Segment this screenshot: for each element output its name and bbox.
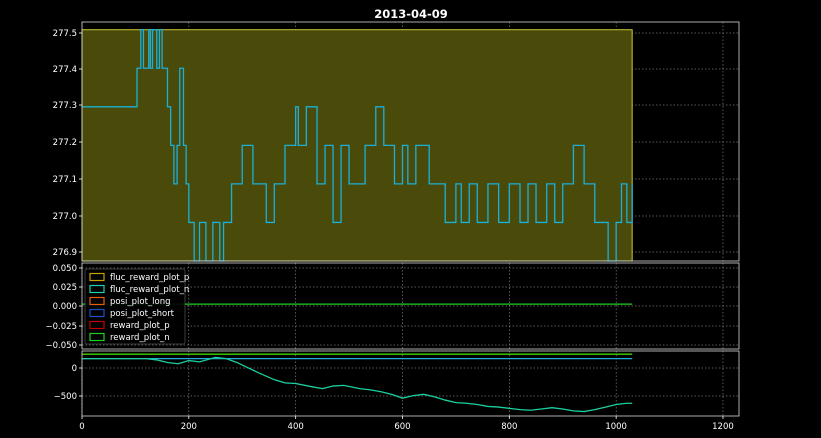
x-tick-label: 0 [79,422,84,432]
y-tick-label: 0 [72,364,77,374]
legend-label: reward_plot_n [110,333,170,343]
panel-1: 0.050 0.025 0.000 −0.025 −0.050 fluc_reward_p… [46,262,740,351]
x-tick-label: 200 [181,422,197,432]
y-tick-label: 277.3 [53,101,77,111]
y-tick-label: −0.025 [46,322,77,332]
panels: 277.5 277.4 277.3 277.2 277.1 277.0 276.9 0.050… [46,21,740,432]
axes-frame [81,350,740,417]
legend-swatch [89,284,105,294]
y-tick-label: 0.000 [53,302,77,312]
axes-frame [81,21,740,262]
series-line-0 [82,29,633,262]
y-tick-label: 0.050 [53,264,77,274]
x-tick-label: 600 [394,422,410,432]
y-tick-label: 277.4 [53,65,77,75]
chart-title: 2013-04-09 [374,7,448,21]
legend-swatch [89,320,105,330]
x-tick-label: 1200 [712,422,734,432]
legend-label: posi_plot_short [110,309,175,319]
x-tick-label: 1000 [605,422,627,432]
legend-swatch [89,308,105,318]
panel-2: 0 −500 0 200 400 600 800 1000 1200 [54,350,740,432]
shaded-region [81,29,633,262]
legend: fluc_reward_plot_p fluc_reward_plot_nposi… [84,268,189,345]
y-tick-label: 0.025 [53,283,77,293]
panel-0: 277.5 277.4 277.3 277.2 277.1 277.0 276.9 [53,21,740,262]
legend-label: fluc_reward_plot_p [110,273,189,283]
legend-box [84,268,186,345]
y-tick-label: −0.050 [46,341,77,351]
y-tick-label: 277.0 [53,212,77,222]
legend-label: fluc_reward_plot_n [110,285,189,295]
legend-swatch [89,272,105,282]
legend-label: posi_plot_long [110,297,171,307]
legend-swatch [89,332,105,342]
x-tick-label: 400 [288,422,304,432]
series-line-2 [82,356,633,413]
legend-swatch [89,296,105,306]
y-tick-label: 277.5 [53,29,77,39]
y-tick-label: 277.2 [53,138,77,148]
y-tick-label: 276.9 [53,248,77,258]
y-tick-label: −500 [54,392,77,402]
legend-label: reward_plot_p [110,321,170,331]
y-tick-label: 277.1 [53,175,77,185]
x-tick-label: 800 [501,422,517,432]
